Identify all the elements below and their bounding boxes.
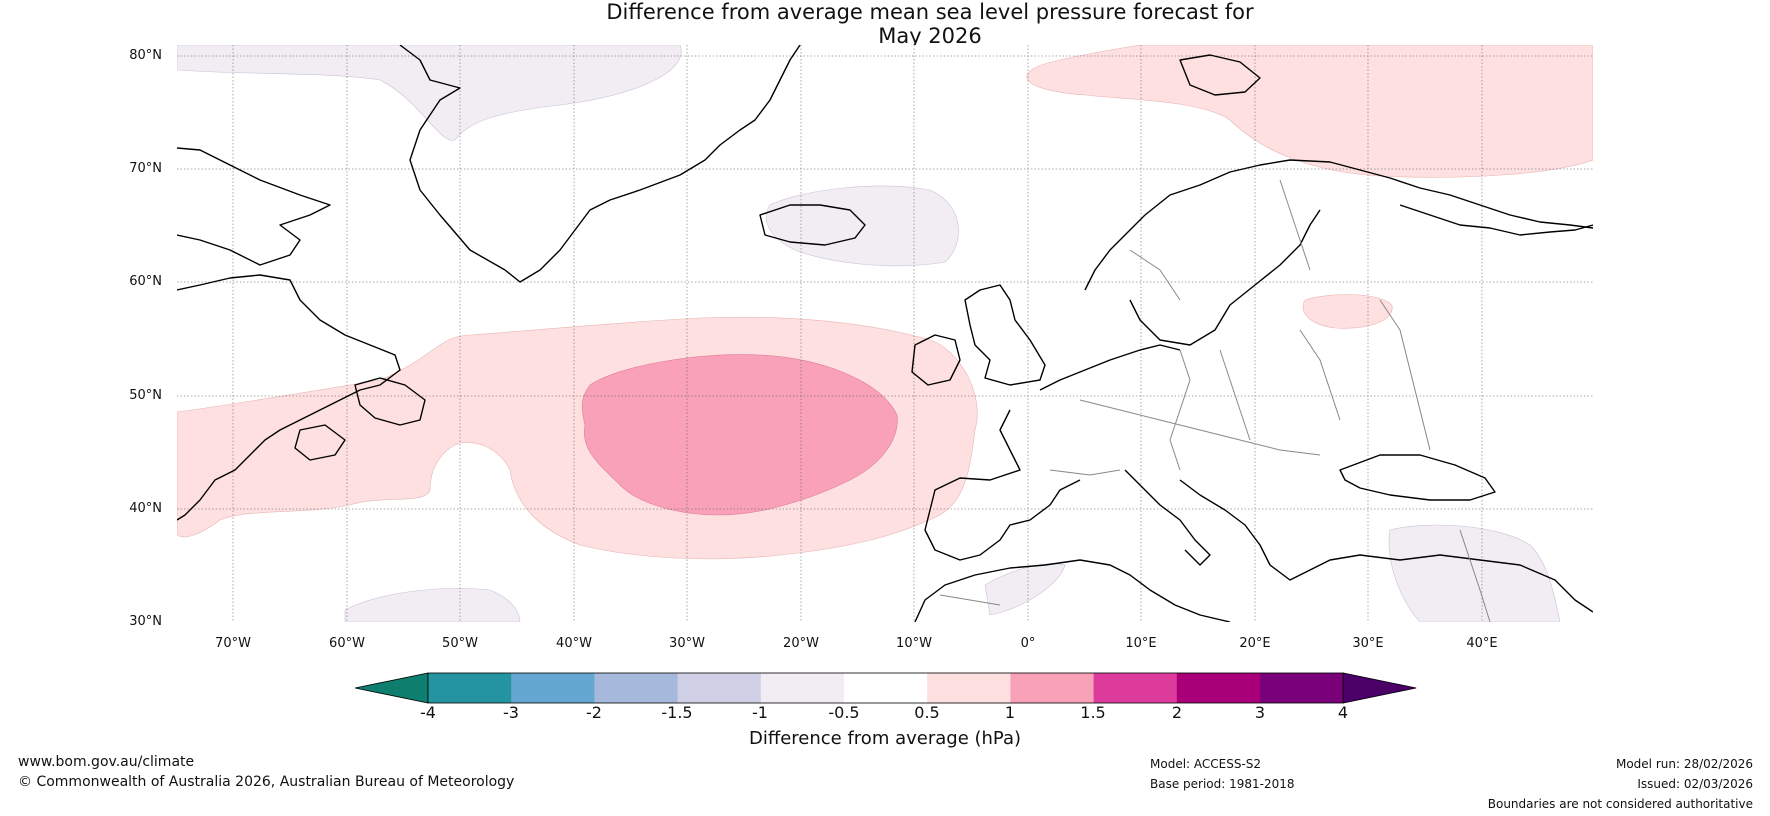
anomaly-light-purple-greenland xyxy=(177,45,682,141)
colorbar-swatch xyxy=(844,673,928,703)
lon-label: 60°W xyxy=(329,636,365,651)
colorbar-tick: 3 xyxy=(1254,703,1266,722)
lon-label: 70°W xyxy=(215,636,251,651)
colorbar-tick: -3 xyxy=(503,703,519,722)
lon-label: 10°E xyxy=(1125,636,1157,651)
lon-label: 50°W xyxy=(442,636,478,651)
coastlines xyxy=(177,45,1593,622)
lon-label: 20°W xyxy=(783,636,819,651)
lon-label: 40°W xyxy=(556,636,592,651)
footer-issued: Issued: 02/03/2026 xyxy=(1637,777,1753,791)
lon-label: 30°E xyxy=(1352,636,1384,651)
colorbar-tick: 1.5 xyxy=(1080,703,1106,722)
lat-label: 60°N xyxy=(129,274,162,289)
colorbar-extend-max xyxy=(1342,672,1417,704)
colorbar-swatch xyxy=(511,673,595,703)
anomaly-light-purple-southwest xyxy=(344,588,521,622)
lon-label: 10°W xyxy=(896,636,932,651)
lon-label: 20°E xyxy=(1239,636,1271,651)
footer-disclaimer: Boundaries are not considered authoritat… xyxy=(1487,797,1753,811)
country-borders xyxy=(939,179,1491,622)
coast-iceland xyxy=(759,204,866,246)
map-title: Difference from average mean sea level p… xyxy=(0,0,1770,48)
coast-black-sea xyxy=(1339,454,1496,501)
coast-newfoundland xyxy=(354,377,426,426)
coast-italy xyxy=(1124,469,1211,566)
coast-sweden-baltic xyxy=(1129,209,1321,346)
colorbar-tick: 1 xyxy=(1004,703,1016,722)
colorbar-swatch xyxy=(428,673,512,703)
coast-svalbard xyxy=(1179,54,1261,96)
coast-novascotia xyxy=(294,424,346,461)
colorbar-swatch xyxy=(677,673,762,703)
colorbar xyxy=(354,672,1417,704)
anomaly-light-purple-africa xyxy=(984,563,1066,616)
colorbar-tick: -1 xyxy=(752,703,768,722)
coast-labrador xyxy=(177,274,401,521)
coast-baffin xyxy=(177,147,331,266)
coast-russia-arctic xyxy=(1399,204,1593,236)
map-plot-area xyxy=(177,45,1593,622)
anomaly-light-purple-iceland xyxy=(765,185,959,267)
lat-label: 50°N xyxy=(129,388,162,403)
footer-model-run: Model run: 28/02/2026 xyxy=(1615,757,1753,771)
colorbar-title: Difference from average (hPa) xyxy=(748,728,1022,749)
coast-europe-west xyxy=(924,344,1181,561)
lon-label: 0° xyxy=(1020,636,1036,651)
footer-copyright: © Commonwealth of Australia 2026, Austra… xyxy=(18,774,515,790)
coast-scandinavia xyxy=(1084,159,1593,291)
colorbar-swatch xyxy=(1093,673,1178,703)
coast-ireland xyxy=(911,334,961,386)
colorbar-tick: 0.5 xyxy=(914,703,940,722)
lat-label: 30°N xyxy=(129,614,162,629)
anomaly-light-pink-baltic xyxy=(1302,294,1393,329)
colorbar-swatch xyxy=(1176,673,1261,703)
coast-north-africa xyxy=(914,559,1231,622)
footer-url: www.bom.gov.au/climate xyxy=(18,754,195,770)
coast-greenland xyxy=(399,45,801,283)
lat-label: 40°N xyxy=(129,501,162,516)
lon-label: 40°E xyxy=(1466,636,1498,651)
colorbar-swatch xyxy=(927,673,1011,703)
coast-britain xyxy=(964,284,1046,386)
footer-model: Model: ACCESS-S2 xyxy=(1150,757,1262,771)
colorbar-tick: 4 xyxy=(1337,703,1349,722)
colorbar-tick: -0.5 xyxy=(828,703,860,722)
colorbar-swatch xyxy=(760,673,845,703)
title-line-2: May 2026 xyxy=(878,24,982,48)
colorbar-swatch xyxy=(1260,673,1344,703)
anomaly-pink-atlantic-core xyxy=(581,354,898,516)
coast-balkans xyxy=(1179,479,1593,613)
lat-label: 80°N xyxy=(129,48,162,63)
lat-label: 70°N xyxy=(129,161,162,176)
colorbar-swatch xyxy=(1010,673,1095,703)
title-line-1: Difference from average mean sea level p… xyxy=(606,0,1254,24)
lon-label: 30°W xyxy=(669,636,705,651)
colorbar-tick: 2 xyxy=(1171,703,1183,722)
footer-base-period: Base period: 1981-2018 xyxy=(1150,777,1295,791)
colorbar-tick: -2 xyxy=(586,703,602,722)
colorbar-swatch xyxy=(594,673,679,703)
colorbar-extend-min xyxy=(354,672,429,704)
colorbar-tick: -1.5 xyxy=(661,703,693,722)
anomaly-light-pink-scandinavia-north xyxy=(1026,45,1593,178)
colorbar-tick: -4 xyxy=(420,703,436,722)
